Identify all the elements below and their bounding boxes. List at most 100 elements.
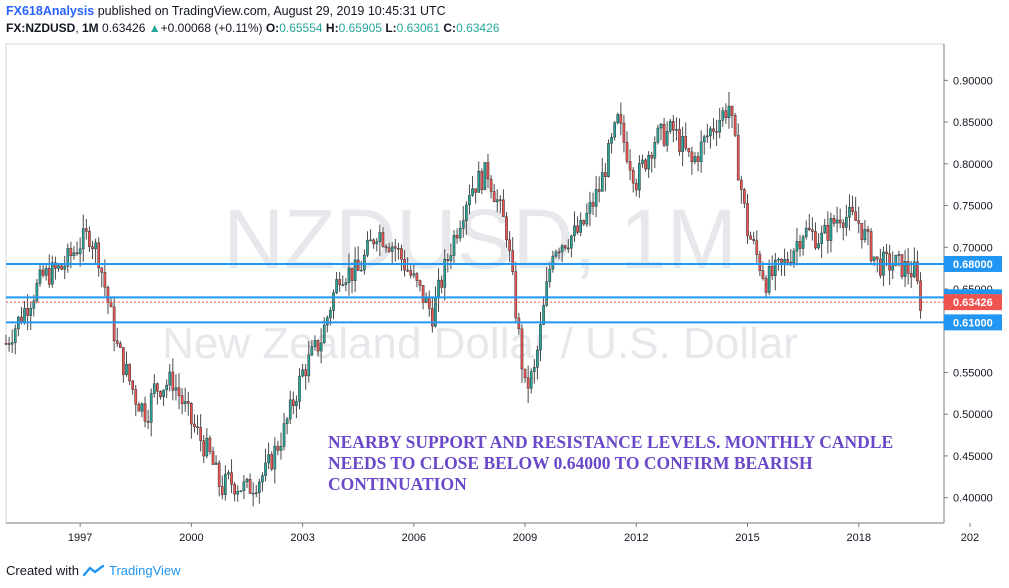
candle-body (347, 267, 351, 283)
candle-body (845, 216, 848, 228)
candle-body (913, 261, 916, 278)
candle-body (758, 254, 762, 271)
candle-body (570, 235, 573, 249)
candle-body (134, 389, 138, 405)
candle-body (786, 259, 789, 263)
change-value: +0.00068 (+0.11%) (160, 21, 263, 35)
price-chart[interactable]: NZDUSD, 1M New Zealand Dollar / U.S. Doll… (0, 0, 1009, 560)
candle-body (137, 404, 141, 412)
candle-body (690, 151, 694, 163)
candle-body (211, 451, 215, 465)
candle-body (483, 162, 487, 191)
candle-body (804, 227, 808, 238)
candle-body (270, 454, 274, 470)
candle-body (156, 383, 159, 392)
candle-body (563, 245, 567, 249)
candle-body (860, 222, 864, 241)
candle-body (879, 258, 882, 276)
candle-body (709, 128, 712, 137)
candle-body (443, 259, 447, 288)
candle-body (743, 189, 746, 204)
candle-body (613, 122, 616, 138)
candle-body (730, 105, 734, 116)
candle-body (236, 491, 240, 495)
candle-body (594, 189, 598, 207)
candle-body (400, 248, 403, 260)
candle-body (258, 481, 261, 494)
candle-body (363, 254, 366, 271)
candle-body (118, 343, 122, 348)
candle-body (72, 252, 76, 256)
candle-body (835, 219, 839, 224)
candle-body (795, 241, 799, 252)
candle-body (520, 328, 524, 370)
candle-body (857, 220, 861, 224)
candle-body (647, 154, 650, 170)
candle-body (783, 259, 786, 263)
candle-body (180, 395, 184, 405)
candle-body (471, 188, 474, 196)
candle-body (285, 418, 289, 424)
candle-body (319, 342, 323, 352)
candle-body (505, 216, 508, 241)
interval-label: 1M (82, 21, 99, 35)
candle-body (823, 225, 827, 234)
y-tick-label: 0.40000 (953, 493, 993, 505)
candle-body (832, 218, 836, 224)
candle-body (186, 401, 190, 404)
y-tick-label: 0.45000 (953, 451, 993, 463)
candle-body (193, 423, 196, 427)
candle-body (51, 262, 54, 285)
open-value: 0.65554 (279, 21, 323, 35)
candle-body (409, 270, 413, 276)
publisher-name[interactable]: FX618Analysis (6, 4, 95, 18)
up-arrow-icon: ▲ (148, 21, 161, 35)
candle-body (761, 270, 765, 279)
candle-body (597, 189, 601, 192)
candle-body (838, 219, 842, 224)
candle-body (214, 462, 218, 465)
candle-body (384, 246, 388, 249)
candle-body (777, 258, 780, 261)
candle-body (10, 342, 14, 345)
candle-body (341, 284, 345, 286)
candle-body (502, 199, 505, 217)
candle-body (38, 269, 42, 284)
y-tick-label: 0.70000 (953, 242, 993, 254)
candle-body (91, 246, 94, 250)
candle-body (199, 427, 202, 441)
candle-body (634, 182, 638, 191)
candle-body (313, 340, 317, 347)
x-tick-label: 2009 (513, 532, 537, 544)
tradingview-brand[interactable]: TradingView (108, 563, 181, 578)
candle-body (375, 241, 379, 245)
low-value: 0.63061 (396, 21, 441, 35)
candle-body (359, 269, 363, 272)
candle-body (591, 202, 595, 207)
candle-body (916, 261, 919, 282)
candle-body (792, 250, 796, 264)
candle-body (499, 199, 502, 202)
candle-body (143, 403, 147, 422)
candle-body (468, 195, 471, 206)
candle-body (381, 232, 385, 247)
candle-body (492, 191, 496, 203)
candle-body (480, 171, 484, 191)
candle-body (224, 473, 227, 495)
candle-body (162, 389, 165, 398)
published-text: published on TradingView.com, August 29,… (97, 4, 446, 18)
candle-body (301, 369, 304, 377)
candle-body (638, 163, 641, 191)
candle-body (125, 363, 128, 375)
candle-body (885, 251, 888, 254)
candle-body (903, 261, 907, 277)
candle-body (557, 251, 561, 254)
candle-body (75, 252, 79, 255)
candle-body (656, 127, 660, 143)
candle-body (625, 142, 629, 162)
x-tick-label: 1997 (68, 532, 92, 544)
candle-body (152, 383, 156, 394)
current-price-tag (944, 294, 1002, 311)
candle-body (554, 251, 558, 257)
candle-body (264, 462, 267, 476)
